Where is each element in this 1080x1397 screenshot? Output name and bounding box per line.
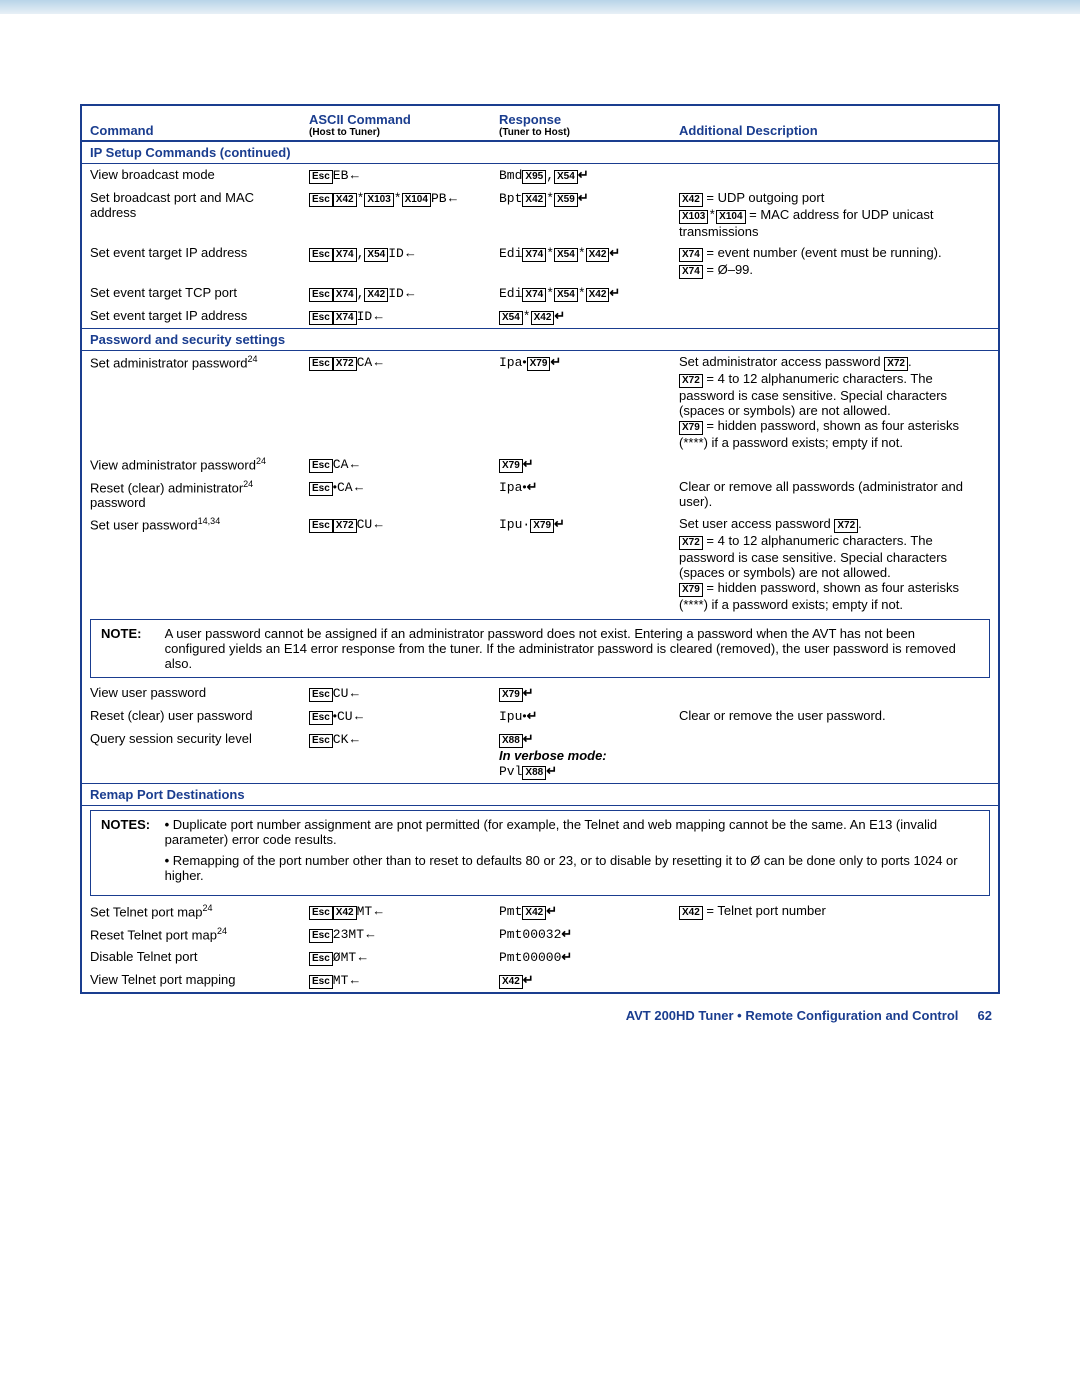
desc: Clear or remove the user password. bbox=[671, 705, 999, 728]
col-command: Command bbox=[81, 105, 301, 141]
table-row: Set Telnet port map24 EscX42MT← PmtX42↵ … bbox=[81, 900, 999, 923]
response: Ipu•↵ bbox=[491, 705, 671, 728]
response: X79↵ bbox=[491, 453, 671, 476]
table-row: Set event target IP address EscX74ID← X5… bbox=[81, 305, 999, 329]
ascii-cmd: Esc•CU← bbox=[301, 705, 491, 728]
table-row: View Telnet port mapping EscMT← X42↵ bbox=[81, 969, 999, 993]
response: Ipa•X79↵ bbox=[491, 351, 671, 454]
page-number: 62 bbox=[962, 1008, 992, 1023]
cmd-name: Set event target TCP port bbox=[81, 282, 301, 305]
response: BptX42*X59↵ bbox=[491, 187, 671, 242]
response: X88↵ In verbose mode: PvlX88↵ bbox=[491, 728, 671, 784]
table-row: Query session security level EscCK← X88↵… bbox=[81, 728, 999, 784]
desc bbox=[671, 164, 999, 188]
ascii-cmd: EscX74,X42ID← bbox=[301, 282, 491, 305]
section-password: Password and security settings bbox=[81, 329, 999, 351]
note-row: NOTES: Duplicate port number assignment … bbox=[81, 806, 999, 901]
footer-text: AVT 200HD Tuner • Remote Configuration a… bbox=[626, 1008, 959, 1023]
table-row: Reset (clear) administrator24password Es… bbox=[81, 476, 999, 513]
response: Pmt00000↵ bbox=[491, 946, 671, 969]
ascii-cmd: Esc23MT← bbox=[301, 923, 491, 946]
col-ascii: ASCII Command(Host to Tuner) bbox=[301, 105, 491, 141]
cmd-name: View Telnet port mapping bbox=[81, 969, 301, 993]
note-body: A user password cannot be assigned if an… bbox=[165, 626, 973, 671]
table-row: View user password EscCU← X79↵ bbox=[81, 682, 999, 705]
ascii-cmd: EscEB← bbox=[301, 164, 491, 188]
cmd-name: View administrator password24 bbox=[81, 453, 301, 476]
table-header-row: Command ASCII Command(Host to Tuner) Res… bbox=[81, 105, 999, 141]
cmd-name: Set event target IP address bbox=[81, 305, 301, 329]
table-row: Set broadcast port and MAC address EscX4… bbox=[81, 187, 999, 242]
section-ip-setup: IP Setup Commands (continued) bbox=[81, 141, 999, 164]
response: X42↵ bbox=[491, 969, 671, 993]
notes-body: Duplicate port number assignment are pno… bbox=[165, 817, 973, 889]
table-row: Set user password14,34 EscX72CU← Ipu·X79… bbox=[81, 513, 999, 615]
ascii-cmd: EscX74,X54ID← bbox=[301, 242, 491, 282]
cmd-name: Disable Telnet port bbox=[81, 946, 301, 969]
table-row: Reset Telnet port map24 Esc23MT← Pmt0003… bbox=[81, 923, 999, 946]
table-row: Disable Telnet port EscØMT← Pmt00000↵ bbox=[81, 946, 999, 969]
cmd-name: Set Telnet port map24 bbox=[81, 900, 301, 923]
response: X54*X42↵ bbox=[491, 305, 671, 329]
ascii-cmd: EscMT← bbox=[301, 969, 491, 993]
ascii-cmd: EscX42MT← bbox=[301, 900, 491, 923]
note-label: NOTE: bbox=[101, 626, 161, 641]
cmd-name: Set event target IP address bbox=[81, 242, 301, 282]
table-row: View broadcast mode EscEB← BmdX95,X54↵ bbox=[81, 164, 999, 188]
cmd-name: View broadcast mode bbox=[81, 164, 301, 188]
desc: X42 = UDP outgoing portX103*X104 = MAC a… bbox=[671, 187, 999, 242]
command-table: Command ASCII Command(Host to Tuner) Res… bbox=[80, 104, 1000, 994]
cmd-name: View user password bbox=[81, 682, 301, 705]
notes-box: NOTES: Duplicate port number assignment … bbox=[90, 810, 990, 896]
page-footer: AVT 200HD Tuner • Remote Configuration a… bbox=[80, 994, 1000, 1023]
desc: X74 = event number (event must be runnin… bbox=[671, 242, 999, 282]
response: EdiX74*X54*X42↵ bbox=[491, 242, 671, 282]
response: Ipu·X79↵ bbox=[491, 513, 671, 615]
cmd-name: Reset (clear) user password bbox=[81, 705, 301, 728]
cmd-name: Query session security level bbox=[81, 728, 301, 784]
notes-label: NOTES: bbox=[101, 817, 161, 832]
col-description: Additional Description bbox=[671, 105, 999, 141]
section-remap: Remap Port Destinations bbox=[81, 784, 999, 806]
page-content: Command ASCII Command(Host to Tuner) Res… bbox=[0, 104, 1080, 1053]
note-row: NOTE: A user password cannot be assigned… bbox=[81, 615, 999, 682]
response: X79↵ bbox=[491, 682, 671, 705]
response: EdiX74*X54*X42↵ bbox=[491, 282, 671, 305]
ascii-cmd: EscX74ID← bbox=[301, 305, 491, 329]
cmd-name: Reset (clear) administrator24password bbox=[81, 476, 301, 513]
response: PmtX42↵ bbox=[491, 900, 671, 923]
desc: X42 = Telnet port number bbox=[671, 900, 999, 923]
desc: Clear or remove all passwords (administr… bbox=[671, 476, 999, 513]
cmd-name: Set broadcast port and MAC address bbox=[81, 187, 301, 242]
ascii-cmd: EscCK← bbox=[301, 728, 491, 784]
table-row: Set event target TCP port EscX74,X42ID← … bbox=[81, 282, 999, 305]
note-box: NOTE: A user password cannot be assigned… bbox=[90, 619, 990, 678]
response: Pmt00032↵ bbox=[491, 923, 671, 946]
cmd-name: Set user password14,34 bbox=[81, 513, 301, 615]
cmd-name: Reset Telnet port map24 bbox=[81, 923, 301, 946]
ascii-cmd: EscX72CU← bbox=[301, 513, 491, 615]
ascii-cmd: EscX72CA← bbox=[301, 351, 491, 454]
table-row: Set administrator password24 EscX72CA← I… bbox=[81, 351, 999, 454]
table-row: Reset (clear) user password Esc•CU← Ipu•… bbox=[81, 705, 999, 728]
header-gradient-bar bbox=[0, 0, 1080, 14]
table-row: View administrator password24 EscCA← X79… bbox=[81, 453, 999, 476]
response: Ipa•↵ bbox=[491, 476, 671, 513]
ascii-cmd: EscØMT← bbox=[301, 946, 491, 969]
ascii-cmd: EscX42*X103*X104PB← bbox=[301, 187, 491, 242]
col-response: Response(Tuner to Host) bbox=[491, 105, 671, 141]
ascii-cmd: Esc•CA← bbox=[301, 476, 491, 513]
response: BmdX95,X54↵ bbox=[491, 164, 671, 188]
desc: Set user access password X72. X72 = 4 to… bbox=[671, 513, 999, 615]
ascii-cmd: EscCA← bbox=[301, 453, 491, 476]
cmd-name: Set administrator password24 bbox=[81, 351, 301, 454]
ascii-cmd: EscCU← bbox=[301, 682, 491, 705]
desc: Set administrator access password X72. X… bbox=[671, 351, 999, 454]
table-row: Set event target IP address EscX74,X54ID… bbox=[81, 242, 999, 282]
